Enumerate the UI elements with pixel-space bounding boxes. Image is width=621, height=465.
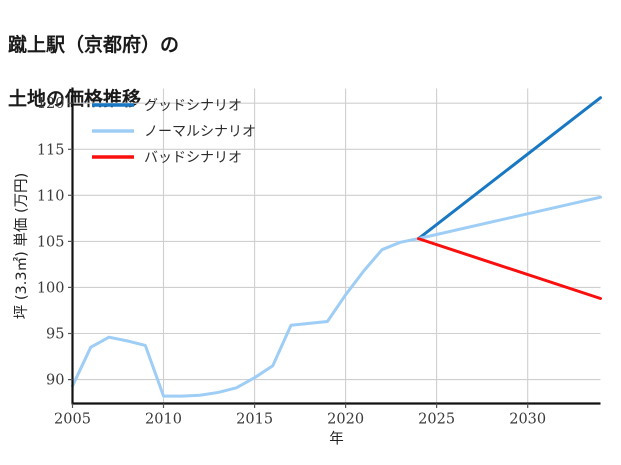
- axis-labels-group: 年 坪 (3.3㎡) 単価 (万円): [13, 173, 344, 448]
- x-tick-label: 2020: [327, 412, 364, 428]
- series-line-3: [416, 237, 602, 300]
- x-axis-title: 年: [329, 431, 344, 448]
- legend-label-2: ノーマルシナリオ: [144, 124, 256, 140]
- y-tick-label: 100: [37, 280, 65, 296]
- y-tick-label: 105: [37, 234, 65, 250]
- axis-ticks-group: 90 95 100 105 110 115 120 2005 2010 2015 2020 2025 2…: [37, 96, 546, 427]
- x-tick-label: 2005: [54, 412, 91, 428]
- x-tick-label: 2025: [418, 412, 455, 428]
- y-tick-label: 95: [46, 327, 64, 343]
- series-line-1: [416, 96, 602, 241]
- chart-title-line-1: 蹴上駅（京都府）の: [8, 34, 180, 56]
- axis-spines: [71, 87, 601, 405]
- y-axis-title: 坪 (3.3㎡) 単価 (万円): [13, 173, 30, 320]
- series-line-2: [71, 195, 602, 398]
- series-group: [71, 96, 602, 398]
- x-tick-label: 2010: [145, 412, 182, 428]
- legend-label-3: バッドシナリオ: [144, 150, 242, 166]
- y-tick-label: 110: [37, 188, 65, 204]
- y-tick-label: 120: [37, 96, 65, 112]
- x-tick-label: 2015: [236, 412, 273, 428]
- legend-label-1: グッドシナリオ: [144, 98, 242, 114]
- y-tick-label: 90: [46, 373, 64, 389]
- x-tick-label: 2030: [509, 412, 546, 428]
- y-tick-label: 115: [37, 142, 65, 158]
